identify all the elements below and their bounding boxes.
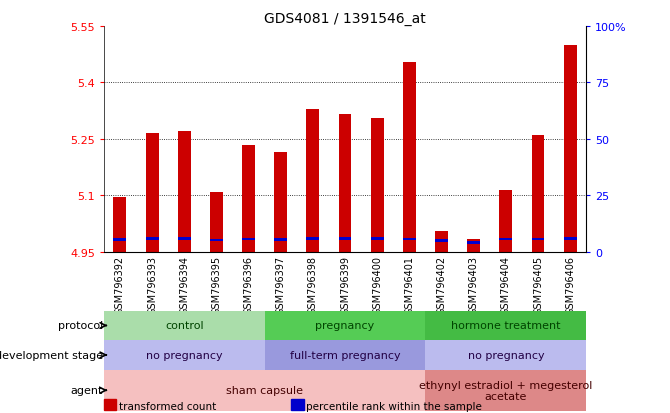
Bar	[145, 134, 159, 252]
Bar	[435, 240, 448, 242]
Bar	[210, 192, 223, 252]
Bar	[563, 45, 577, 252]
Text: pregnancy: pregnancy	[316, 321, 375, 331]
Text: GSM796399: GSM796399	[340, 255, 350, 314]
Text: GSM796406: GSM796406	[565, 255, 575, 314]
Bar	[371, 119, 384, 252]
Text: GSM796398: GSM796398	[308, 255, 318, 314]
Text: GSM796393: GSM796393	[147, 255, 157, 314]
Text: transformed count: transformed count	[119, 401, 216, 411]
Text: GSM796395: GSM796395	[212, 255, 221, 314]
Bar	[265, 340, 425, 370]
Title: GDS4081 / 1391546_at: GDS4081 / 1391546_at	[264, 12, 426, 26]
Text: GSM796396: GSM796396	[244, 255, 253, 314]
Bar	[435, 232, 448, 252]
Text: GSM796401: GSM796401	[405, 255, 414, 314]
Bar	[210, 239, 223, 242]
Text: full-term pregnancy: full-term pregnancy	[289, 350, 401, 360]
Text: GSM796402: GSM796402	[437, 255, 446, 314]
Bar	[467, 239, 480, 252]
Text: GSM796392: GSM796392	[115, 255, 125, 314]
Text: GSM796400: GSM796400	[373, 255, 382, 314]
Bar	[274, 238, 287, 241]
Bar	[306, 238, 320, 240]
Text: sham capsule: sham capsule	[226, 385, 303, 395]
Bar	[371, 238, 384, 240]
Bar	[265, 311, 425, 340]
Text: GSM796397: GSM796397	[276, 255, 285, 314]
Text: percentile rank within the sample: percentile rank within the sample	[306, 401, 482, 411]
Bar	[563, 238, 577, 240]
Bar	[104, 311, 265, 340]
Bar	[531, 238, 545, 241]
Bar	[338, 115, 352, 252]
Bar	[467, 242, 480, 244]
Text: control: control	[165, 321, 204, 331]
Bar	[403, 238, 416, 241]
Text: ethynyl estradiol + megesterol
acetate: ethynyl estradiol + megesterol acetate	[419, 380, 592, 401]
Bar	[425, 340, 586, 370]
Text: protocol: protocol	[58, 321, 103, 331]
Bar	[242, 145, 255, 252]
Bar	[178, 132, 191, 252]
Text: hormone treatment: hormone treatment	[451, 321, 561, 331]
Text: no pregnancy: no pregnancy	[146, 350, 222, 360]
Text: GSM796394: GSM796394	[180, 255, 189, 314]
Bar	[104, 370, 425, 411]
Text: GSM796403: GSM796403	[469, 255, 478, 314]
Bar	[113, 198, 127, 252]
Text: development stage: development stage	[0, 350, 103, 360]
Bar	[338, 238, 352, 240]
Text: GSM796404: GSM796404	[501, 255, 511, 314]
Text: no pregnancy: no pregnancy	[468, 350, 544, 360]
Bar	[531, 136, 545, 252]
Bar	[499, 238, 513, 241]
Text: GSM796405: GSM796405	[533, 255, 543, 314]
Bar	[104, 340, 265, 370]
Bar	[425, 370, 586, 411]
Bar	[403, 62, 416, 252]
Bar	[499, 190, 513, 252]
Bar	[242, 238, 255, 241]
Bar	[306, 109, 320, 252]
Bar	[274, 153, 287, 252]
Text: agent: agent	[70, 385, 103, 395]
Bar	[425, 311, 586, 340]
Bar	[113, 239, 127, 242]
Bar	[178, 238, 191, 240]
Bar	[145, 238, 159, 240]
